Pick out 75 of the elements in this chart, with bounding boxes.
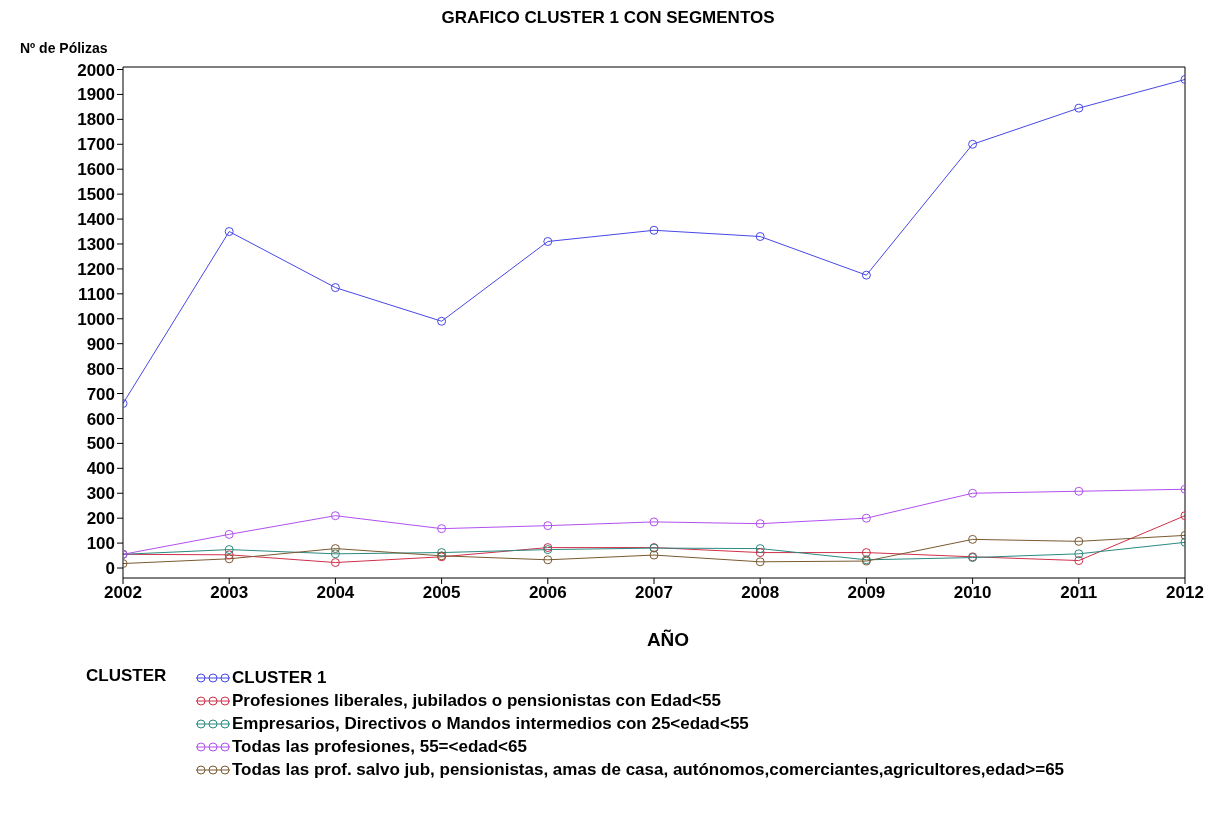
point [330,549,340,559]
point [437,524,447,534]
point [968,139,978,149]
y-tick-label: 600 [86,409,115,429]
y-tick-label: 200 [86,509,115,529]
point [330,558,340,568]
y-tick-label: 900 [86,334,115,354]
x-tick-label: 2002 [104,583,142,603]
point [755,548,765,558]
point [224,227,234,237]
point [755,232,765,241]
point [543,555,553,565]
point [1074,536,1084,546]
legend-label: CLUSTER 1 [232,667,327,688]
point [1074,103,1084,113]
y-tick-label: 700 [86,384,115,404]
x-tick-label: 2003 [210,583,249,603]
y-tick-label: 800 [86,359,115,379]
point [437,316,447,326]
legend-title: CLUSTER [86,666,168,687]
y-tick-label: 2000 [77,60,115,80]
point [224,545,234,555]
x-axis-title: AÑO [645,628,691,652]
point [224,554,234,564]
y-tick-label: 400 [86,459,115,479]
point [1074,549,1084,559]
point [755,519,765,529]
point [968,488,978,498]
y-tick-label: 0 [105,559,115,579]
point [1074,556,1084,566]
y-tick-label: 1300 [77,235,115,255]
point [968,534,978,544]
point [861,513,871,523]
point [649,517,659,527]
y-tick-label: 1700 [77,135,115,155]
y-tick-label: 1000 [77,309,115,329]
legend-label: Todas las prof. salvo jub, pensionistas, amas de casa, autónomos,comerciantes,agricultores,edad>=65 [232,759,1065,780]
y-tick-label: 1800 [77,110,115,130]
y-tick-label: 500 [86,434,115,454]
y-tick-label: 1500 [77,185,115,205]
point [543,521,553,531]
point [861,270,871,280]
chart-title: GRAFICO CLUSTER 1 CON SEGMENTOS [440,8,776,28]
point [330,283,340,293]
point [330,511,340,521]
point [649,225,659,235]
x-tick-label: 2010 [953,583,992,603]
point [543,236,553,246]
legend-label: Profesiones liberales, jubilados o pensionistas con Edad<55 [232,690,721,711]
x-tick-label: 2007 [635,583,673,603]
x-tick-label: 2004 [316,583,355,603]
point [330,544,340,554]
y-tick-label: 100 [86,534,115,554]
legend-label: Empresarios, Directivos o Mandos intermedios con 25<edad<55 [232,713,749,734]
x-tick-label: 2009 [847,583,886,603]
y-tick-label: 1400 [77,210,115,230]
y-axis-title: Nº de Pólizas [20,40,108,56]
y-tick-label: 1100 [78,284,115,304]
y-tick-label: 300 [86,484,115,504]
x-tick-label: 2008 [741,583,780,603]
x-tick-label: 2005 [422,583,461,603]
point [1074,486,1084,496]
legend-label: Todas las profesiones, 55=<edad<65 [232,736,527,757]
point [755,544,765,554]
y-tick-label: 1600 [77,160,115,180]
x-tick-label: 2012 [1166,583,1204,603]
point [224,550,234,560]
point [224,529,234,539]
x-tick-label: 2006 [528,583,567,603]
point [755,557,765,567]
point [861,548,871,558]
y-tick-label: 1900 [77,85,115,105]
y-tick-label: 1200 [77,259,115,279]
point [649,550,659,560]
x-tick-label: 2011 [1060,583,1098,603]
